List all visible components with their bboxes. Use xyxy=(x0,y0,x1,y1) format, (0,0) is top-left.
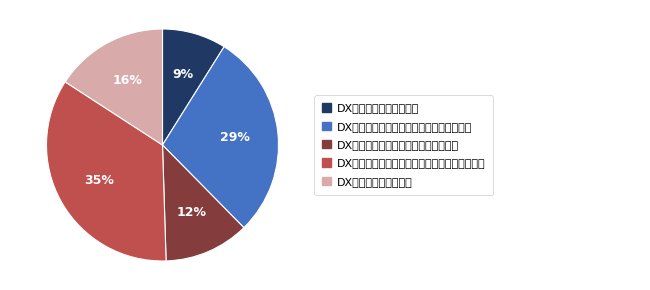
Wedge shape xyxy=(47,82,166,261)
Wedge shape xyxy=(162,29,224,145)
Text: 12%: 12% xyxy=(176,206,206,219)
Wedge shape xyxy=(65,29,162,145)
Text: 16%: 16% xyxy=(112,74,142,87)
Wedge shape xyxy=(162,145,244,261)
Text: 35%: 35% xyxy=(84,174,114,187)
Text: 29%: 29% xyxy=(220,130,250,144)
Legend: DXを知っており、実践中, DXを知っており、取組開始に向けて検討中, DXを知っているが、取組の予定はない, DXを聞いたことはあるが、内容はよく知らない, : DXを知っており、実践中, DXを知っており、取組開始に向けて検討中, DXを知… xyxy=(315,95,493,195)
Text: 9%: 9% xyxy=(172,68,193,81)
Wedge shape xyxy=(162,47,278,228)
